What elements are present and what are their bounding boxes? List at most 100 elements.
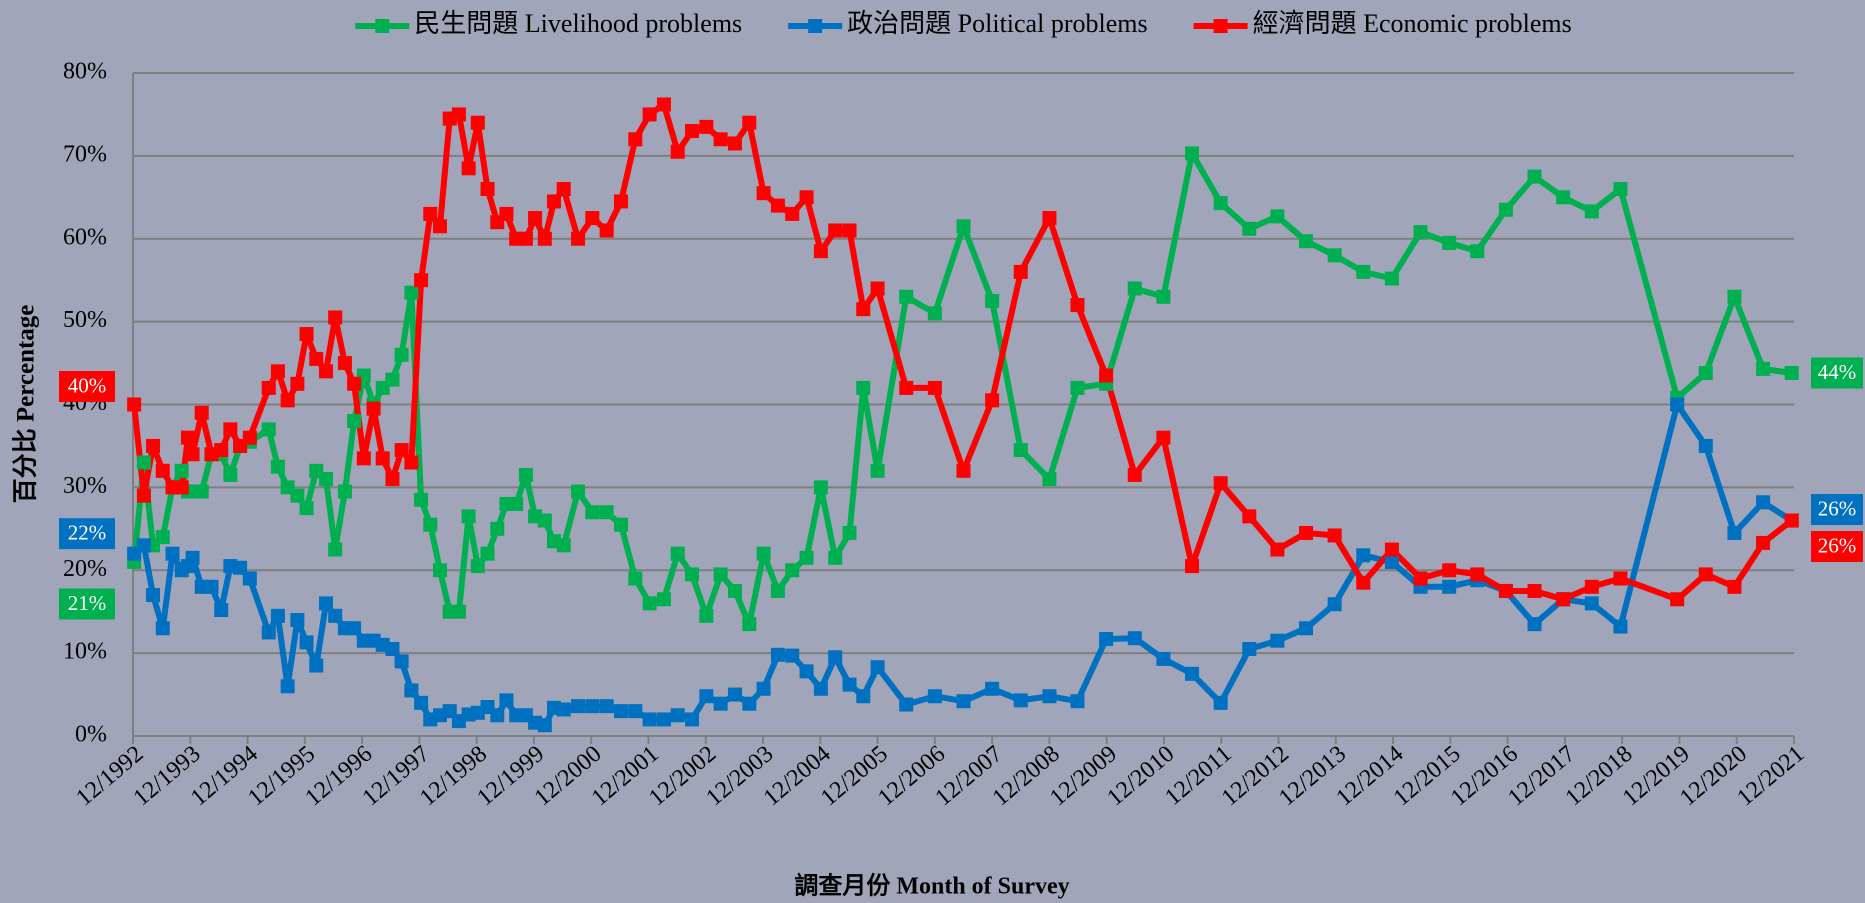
- marker: [828, 223, 843, 238]
- marker: [1127, 281, 1142, 296]
- marker: [366, 401, 381, 416]
- marker: [1270, 633, 1285, 648]
- marker: [1584, 579, 1599, 594]
- marker: [537, 718, 552, 733]
- marker: [214, 603, 229, 618]
- marker: [356, 451, 371, 466]
- marker: [1185, 559, 1200, 574]
- marker: [927, 380, 942, 395]
- marker: [571, 484, 586, 499]
- marker: [461, 161, 476, 176]
- marker: [985, 393, 1000, 408]
- marker: [685, 567, 700, 582]
- y-tick-label: 60%: [63, 224, 107, 250]
- marker: [1099, 632, 1114, 647]
- marker: [499, 693, 514, 708]
- marker: [1242, 641, 1257, 656]
- marker: [280, 393, 295, 408]
- marker: [813, 480, 828, 495]
- marker: [785, 563, 800, 578]
- y-tick-label: 30%: [63, 473, 107, 499]
- marker: [1727, 525, 1742, 540]
- marker: [599, 223, 614, 238]
- marker: [1584, 204, 1599, 219]
- marker: [756, 681, 771, 696]
- legend-item: 民生問題 Livelihood problems: [355, 9, 742, 38]
- marker: [1213, 196, 1228, 211]
- marker: [480, 546, 495, 561]
- marker: [1413, 571, 1428, 586]
- marker: [470, 115, 485, 130]
- marker: [1556, 592, 1571, 607]
- marker: [742, 696, 757, 711]
- marker: [985, 681, 1000, 696]
- marker: [1013, 443, 1028, 458]
- marker: [1070, 694, 1085, 709]
- marker: [1470, 244, 1485, 259]
- marker: [174, 480, 189, 495]
- marker: [727, 583, 742, 598]
- marker: [1356, 548, 1371, 563]
- marker: [556, 702, 571, 717]
- marker: [1327, 597, 1342, 612]
- marker: [518, 231, 533, 246]
- value-label: 26%: [1818, 496, 1857, 520]
- value-label: 21%: [68, 591, 107, 615]
- value-label: 40%: [68, 373, 107, 397]
- marker: [1442, 235, 1457, 250]
- marker: [1698, 438, 1713, 453]
- marker: [571, 231, 586, 246]
- marker: [290, 488, 305, 503]
- marker: [842, 525, 857, 540]
- legend-label: 經濟問題 Economic problems: [1253, 9, 1572, 38]
- marker: [856, 689, 871, 704]
- marker: [1327, 528, 1342, 543]
- marker: [1270, 542, 1285, 557]
- marker: [204, 579, 219, 594]
- marker: [642, 596, 657, 611]
- marker: [214, 443, 229, 458]
- marker: [309, 658, 324, 673]
- marker: [423, 206, 438, 221]
- marker: [656, 712, 671, 727]
- marker: [404, 683, 419, 698]
- marker: [155, 463, 170, 478]
- marker: [261, 422, 276, 437]
- marker: [394, 443, 409, 458]
- x-axis-title: 調查月份 Month of Survey: [794, 872, 1069, 900]
- marker: [656, 592, 671, 607]
- marker: [223, 422, 238, 437]
- marker: [185, 550, 200, 565]
- marker: [870, 281, 885, 296]
- marker: [571, 699, 586, 714]
- marker: [1242, 509, 1257, 524]
- marker: [1013, 693, 1028, 708]
- marker: [1213, 695, 1228, 710]
- marker: [1670, 397, 1685, 412]
- value-label-box: [1811, 531, 1863, 563]
- marker: [404, 455, 419, 470]
- marker: [270, 459, 285, 474]
- marker: [194, 484, 209, 499]
- legend-item: 經濟問題 Economic problems: [1193, 9, 1572, 38]
- marker: [799, 550, 814, 565]
- value-label-box: [59, 518, 115, 550]
- marker: [699, 119, 714, 134]
- marker: [613, 194, 628, 209]
- marker: [628, 132, 643, 147]
- legend-label: 民生問題 Livelihood problems: [414, 9, 742, 38]
- marker: [642, 107, 657, 122]
- marker: [1185, 146, 1200, 161]
- value-label: 26%: [1818, 533, 1857, 557]
- marker: [1185, 666, 1200, 681]
- value-label-box: [1811, 494, 1863, 526]
- marker: [1584, 596, 1599, 611]
- marker: [956, 463, 971, 478]
- marker: [136, 455, 151, 470]
- marker: [328, 542, 343, 557]
- marker: [585, 211, 600, 226]
- marker: [261, 380, 276, 395]
- marker: [309, 351, 324, 366]
- marker: [270, 364, 285, 379]
- marker: [956, 219, 971, 234]
